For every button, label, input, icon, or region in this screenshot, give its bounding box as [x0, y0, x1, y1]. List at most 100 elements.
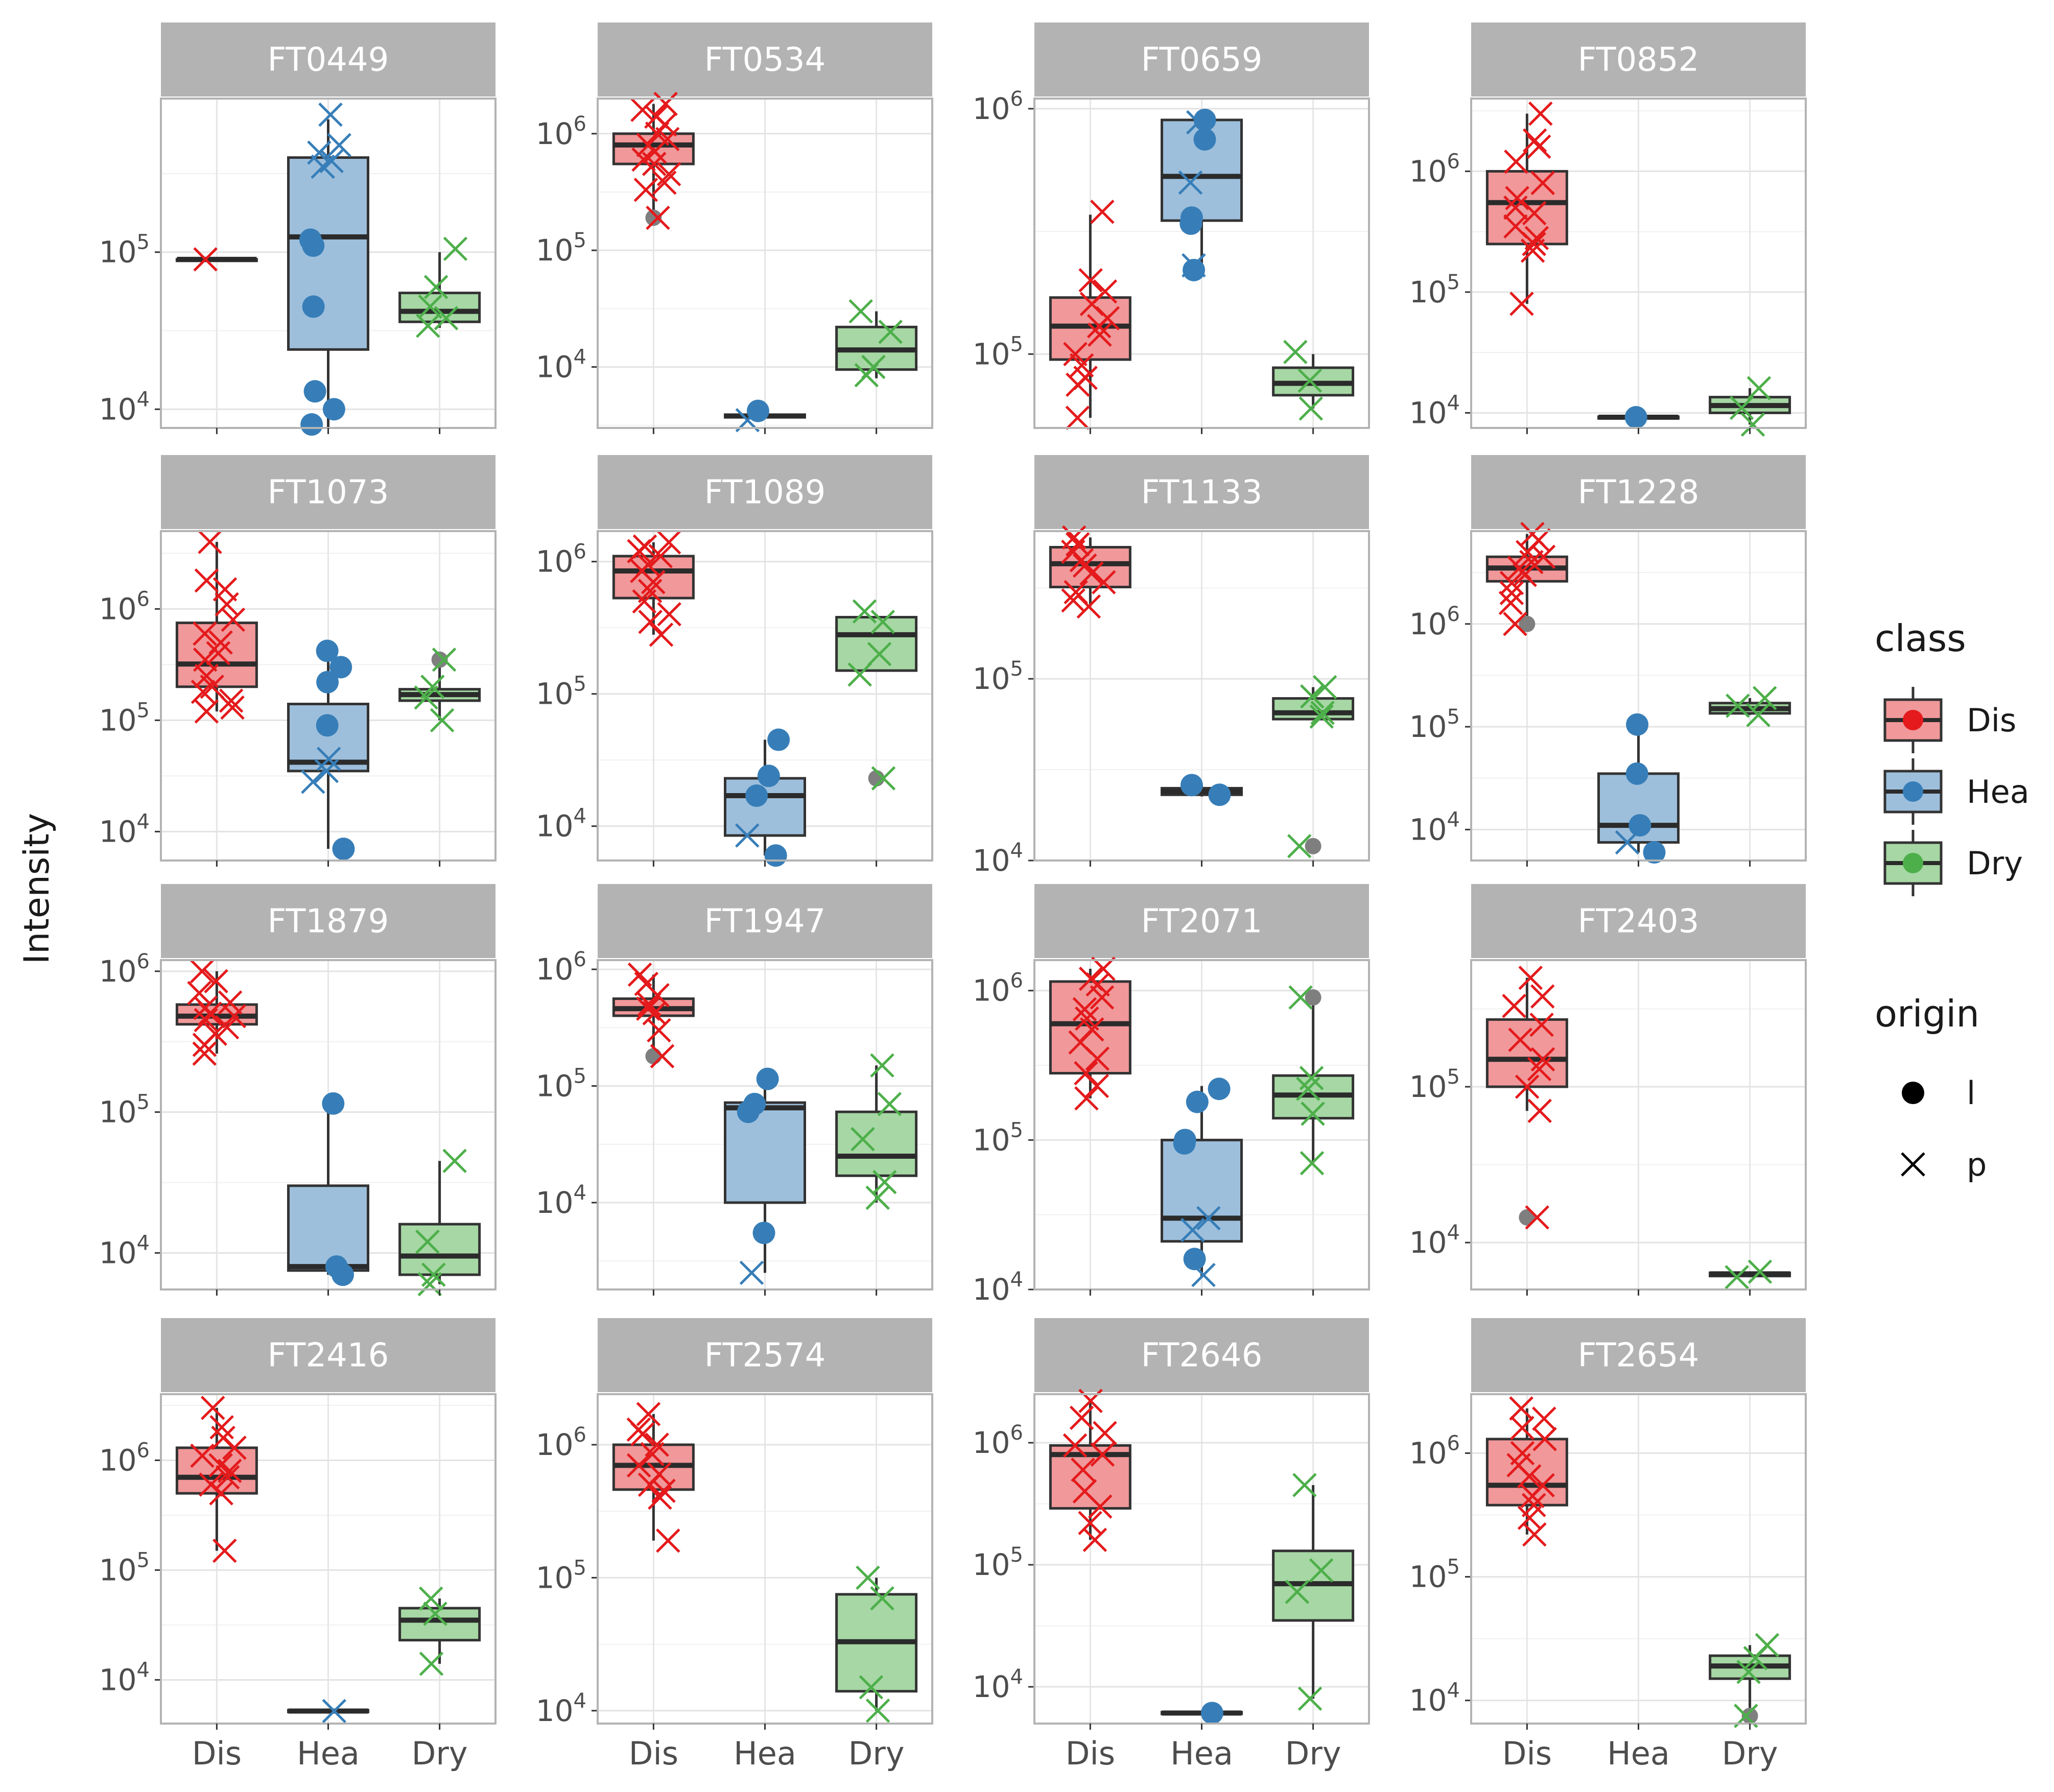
y-tick-label: 105 — [99, 231, 150, 270]
facet-title: FT1133 — [1141, 474, 1263, 512]
x-tick-label: Dis — [1066, 1735, 1115, 1772]
facet-strip — [1471, 455, 1806, 529]
data-point-p — [1509, 292, 1534, 316]
y-tick-label: 105 — [973, 657, 1023, 696]
data-point-l — [1200, 1702, 1223, 1725]
data-point-p — [1748, 1259, 1773, 1284]
data-point-p — [1510, 1416, 1534, 1440]
data-point-p — [852, 599, 877, 624]
y-tick-label: 105 — [1409, 271, 1460, 309]
data-point-p — [877, 1092, 902, 1116]
box-dry — [398, 1223, 481, 1276]
y-tick-label: 106 — [1409, 603, 1460, 641]
facet-panel: FT2574 104 105 106 Dis Hea Dry — [536, 1318, 933, 1772]
data-point-p — [1069, 548, 1094, 572]
data-point-p — [626, 1453, 651, 1478]
data-point-p — [735, 823, 760, 848]
y-tick-label: 104 — [973, 839, 1023, 878]
data-point-l — [752, 1222, 775, 1245]
facet-panel: FT1073 104 105 106 — [99, 455, 497, 867]
legend: class Dis Hea Dry origin lp — [1875, 617, 2029, 1183]
data-point-p — [423, 275, 448, 299]
data-point-p — [1287, 834, 1312, 858]
data-point-p — [1503, 195, 1528, 220]
facet-title: FT1073 — [268, 474, 389, 512]
data-point-p — [867, 641, 892, 666]
facet-panel: FT1879 104 105 106 — [99, 884, 497, 1297]
facet-title: FT0852 — [1578, 41, 1699, 79]
data-point-p — [1309, 704, 1334, 729]
data-point-l — [756, 1067, 779, 1090]
y-tick-label: 105 — [1409, 1065, 1460, 1104]
outlier-point — [431, 651, 448, 668]
data-point-p — [1522, 201, 1547, 226]
data-point-l — [745, 784, 768, 807]
data-point-p — [1066, 372, 1090, 397]
data-point-p — [1513, 562, 1537, 587]
data-point-p — [1292, 1473, 1317, 1497]
data-point-p — [851, 1127, 875, 1152]
data-point-l — [300, 413, 323, 436]
data-point-p — [1309, 1558, 1334, 1583]
data-point-p — [414, 685, 439, 710]
y-tick-label: 104 — [99, 1231, 150, 1270]
facet-strip — [598, 884, 932, 958]
data-point-p — [1301, 1102, 1325, 1126]
data-point-l — [1643, 841, 1666, 864]
y-tick-label: 104 — [1409, 391, 1460, 430]
box-dry — [835, 1110, 918, 1177]
data-point-p — [1502, 994, 1526, 1018]
data-point-p — [646, 205, 670, 230]
data-point-p — [1505, 186, 1529, 210]
data-point-p — [1517, 1506, 1542, 1530]
facet-title: FT2654 — [1578, 1337, 1699, 1375]
data-point-p — [1525, 1205, 1549, 1230]
legend-origin-label: p — [1967, 1146, 1987, 1183]
data-point-p — [1752, 686, 1777, 710]
facet-strip — [1034, 22, 1369, 97]
data-point-p — [871, 766, 896, 791]
data-point-p — [217, 1459, 242, 1484]
data-point-p — [442, 1149, 467, 1174]
x-tick-label: Hea — [1170, 1735, 1233, 1772]
data-point-p — [416, 314, 440, 338]
x-tick-label: Hea — [297, 1735, 360, 1772]
data-point-p — [859, 1675, 884, 1700]
data-point-p — [642, 139, 667, 164]
data-point-p — [633, 177, 658, 202]
facet-title: FT1947 — [704, 903, 826, 941]
data-point-p — [1082, 1527, 1107, 1552]
y-tick-label: 106 — [536, 540, 586, 579]
data-point-p — [1088, 322, 1112, 347]
data-point-p — [630, 98, 655, 122]
data-point-l — [332, 1263, 355, 1286]
data-point-p — [430, 708, 455, 733]
facet-title: FT2574 — [704, 1337, 826, 1375]
y-tick-label: 106 — [973, 87, 1023, 126]
data-point-p — [642, 1001, 667, 1025]
y-tick-label: 104 — [99, 810, 150, 849]
data-point-p — [1527, 1057, 1552, 1082]
outlier-point — [1519, 1209, 1536, 1226]
facet-panels: FT0449104105FT0534104105106FT0659105106F… — [99, 22, 1807, 1772]
facet-panel: FT2071 104 105 106 — [973, 884, 1370, 1307]
y-tick-label: 104 — [99, 388, 150, 426]
facet-strip — [598, 22, 932, 97]
data-point-p — [630, 1422, 655, 1447]
data-point-p — [656, 530, 681, 555]
facet-panel: FT1089 104 105 106 — [536, 455, 933, 867]
data-point-p — [1072, 997, 1097, 1022]
data-point-p — [432, 648, 457, 672]
facet-strip — [161, 884, 495, 958]
data-point-p — [194, 699, 219, 724]
outlier-point — [1305, 989, 1321, 1006]
x-tick-label: Dry — [412, 1735, 468, 1772]
data-point-l — [1186, 1090, 1209, 1113]
y-tick-label: 106 — [536, 948, 586, 987]
y-tick-label: 104 — [1409, 1221, 1460, 1260]
facet-panel: FT1947 104 105 106 — [536, 884, 933, 1296]
data-point-p — [847, 662, 872, 687]
data-point-p — [1296, 1077, 1320, 1101]
y-axis-label: Intensity — [17, 813, 57, 964]
